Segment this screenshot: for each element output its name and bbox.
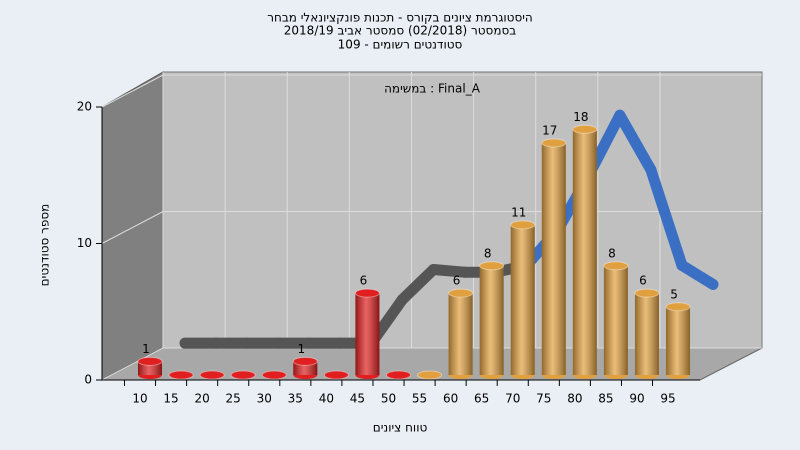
bar-group: 11: [510, 205, 536, 379]
trend-segment: [645, 164, 688, 271]
x-tick-label: 55: [412, 392, 427, 406]
data-label: 6: [360, 274, 368, 288]
bar-top: [572, 124, 598, 134]
bar-top: [137, 356, 163, 366]
bar-shade: [634, 293, 659, 375]
data-label: 1: [297, 342, 305, 356]
trend-segment: [614, 109, 657, 176]
bar-shade: [510, 224, 535, 375]
annotation: במשימה : Final_A: [384, 82, 481, 96]
bar-group: [385, 370, 411, 380]
y-tick-label: 10: [77, 236, 92, 250]
bar-group: 1: [137, 342, 163, 379]
data-label: 5: [670, 287, 678, 301]
bar-top: [448, 288, 474, 298]
bar-top: [168, 370, 194, 380]
x-tick-label: 80: [567, 392, 582, 406]
bar-group: 5: [665, 287, 691, 379]
bar-top: [634, 288, 660, 298]
data-label: 6: [453, 274, 461, 288]
trend-segment: [676, 259, 719, 290]
bar-top: [230, 370, 256, 380]
bar-top: [417, 370, 443, 380]
data-label: 8: [608, 246, 616, 260]
trend-segment: [396, 263, 439, 305]
y-tick-label: 20: [77, 100, 92, 114]
x-tick-label: 75: [536, 392, 551, 406]
bar-shade: [479, 265, 504, 375]
bar-top: [323, 370, 349, 380]
x-tick-label: 40: [319, 392, 334, 406]
x-tick-label: 45: [350, 392, 365, 406]
x-tick-label: 90: [629, 392, 644, 406]
bar-top: [510, 220, 536, 230]
chart-subtitle: סטודנטים רשומים - 109: [338, 38, 463, 52]
x-tick-label: 25: [226, 392, 241, 406]
x-tick-label: 30: [257, 392, 272, 406]
bar-top: [292, 356, 318, 366]
bar-group: [417, 370, 443, 380]
data-label: 8: [484, 246, 492, 260]
x-tick-label: 35: [288, 392, 303, 406]
bar-top: [541, 138, 567, 148]
x-axis-label: טווח ציונים: [373, 421, 428, 435]
x-tick-label: 65: [474, 392, 489, 406]
bar-shade: [572, 129, 597, 375]
bar-group: 8: [603, 246, 629, 379]
bar-group: 8: [479, 246, 505, 379]
x-tick-label: 95: [660, 392, 675, 406]
x-tick-label: 10: [132, 392, 147, 406]
bar-shade: [666, 306, 691, 375]
bar-top: [479, 261, 505, 271]
y-axis-label: מספר סטודנטים: [38, 204, 52, 287]
bar-group: [199, 370, 225, 380]
bar-group: 6: [448, 274, 474, 379]
y-tick-label: 0: [84, 373, 92, 387]
data-label: 1: [142, 342, 150, 356]
x-tick-label: 85: [598, 392, 613, 406]
left-wall: [101, 71, 164, 381]
x-tick-label: 50: [381, 392, 396, 406]
bar-shade: [603, 265, 628, 375]
bar-group: 17: [541, 123, 567, 379]
bar-group: 18: [572, 110, 598, 379]
bar-top: [385, 370, 411, 380]
bar-shade: [541, 142, 566, 375]
bar-top: [199, 370, 225, 380]
x-tick-label: 20: [194, 392, 209, 406]
chart-title: היסטוגרמת ציונים בקורס - תכנות פונקציונא…: [267, 11, 533, 25]
bar-shade: [355, 293, 380, 375]
bar-group: [230, 370, 256, 380]
x-tick-label: 60: [443, 392, 458, 406]
bar-top: [603, 261, 629, 271]
bar-group: 6: [354, 274, 380, 379]
bar-group: 6: [634, 274, 660, 379]
x-tick-label: 15: [163, 392, 178, 406]
data-label: 18: [573, 110, 588, 124]
bar-top: [261, 370, 287, 380]
chart-subtitle: בסמסטר (02/2018) סמסטר אביב 2018/19: [284, 24, 516, 38]
bar-group: [168, 370, 194, 380]
grid-line: [101, 211, 164, 244]
x-tick-label: 70: [505, 392, 520, 406]
data-label: 6: [639, 274, 647, 288]
grid-line: [101, 347, 164, 381]
bar-top: [665, 302, 691, 312]
grid-line: [101, 74, 164, 108]
data-label: 11: [511, 205, 526, 219]
bar-top: [354, 288, 380, 298]
bar-group: 1: [292, 342, 318, 379]
bar-group: [323, 370, 349, 380]
bar-group: [261, 370, 287, 380]
data-label: 17: [542, 123, 557, 137]
bar-shade: [448, 293, 473, 375]
